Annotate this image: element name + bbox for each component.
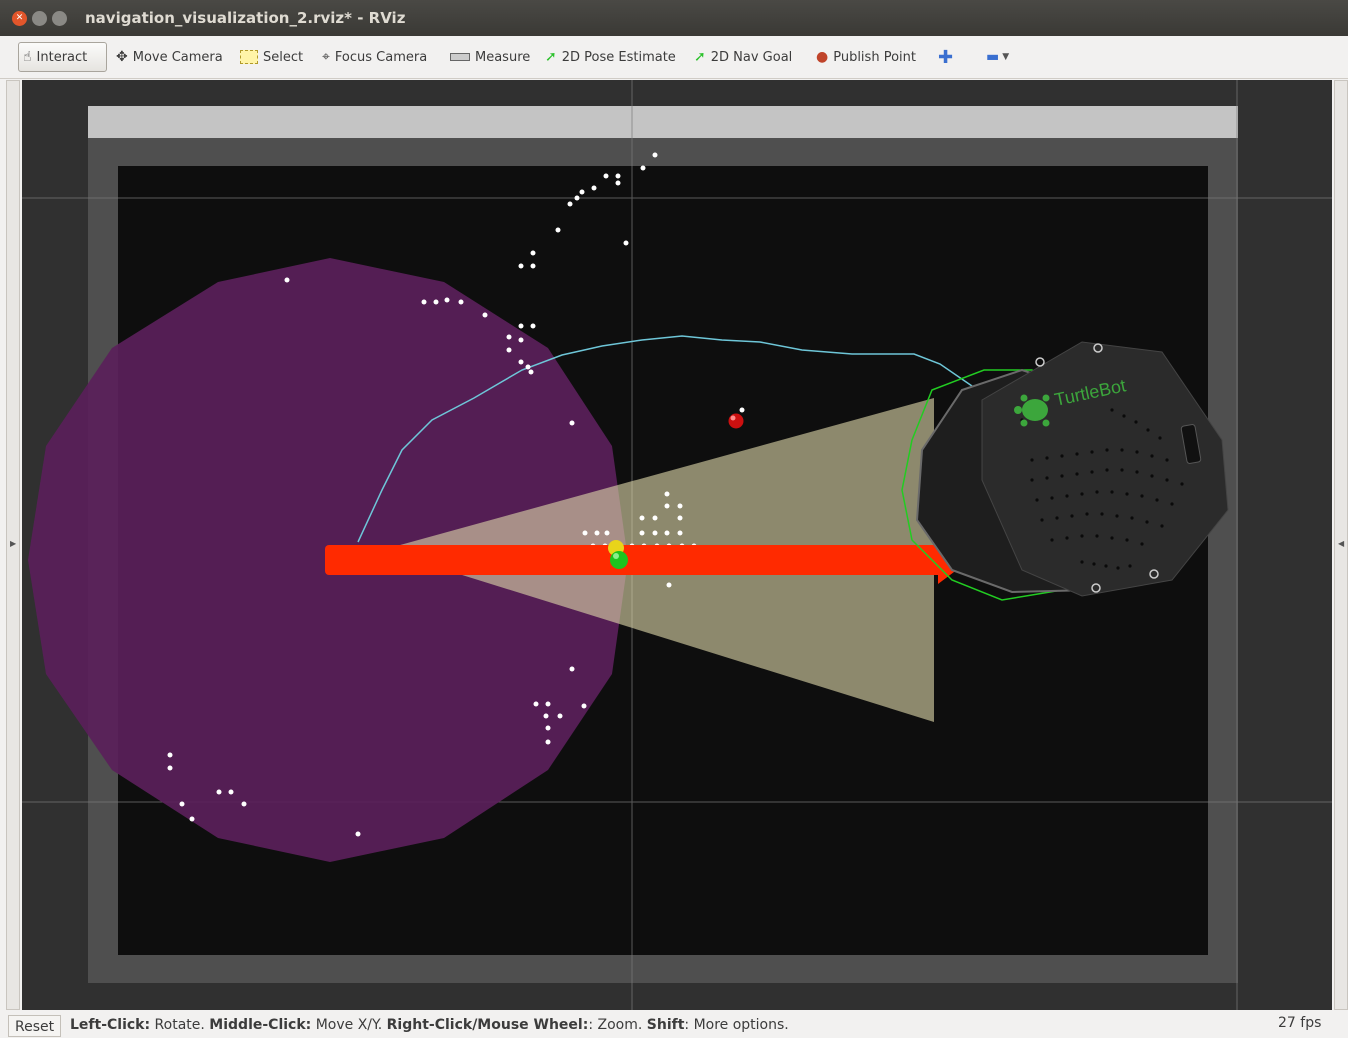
hint-key: Shift [646,1017,685,1033]
right-panel-toggle[interactable]: ◀ [1334,80,1348,1010]
tool-label: Publish Point [833,49,916,65]
window-title: navigation_visualization_2.rviz* - RViz [85,9,406,27]
minimize-window-button[interactable] [32,11,47,26]
left-panel-toggle[interactable]: ▶ [6,80,20,1010]
tool-2d-pose-estimate[interactable]: ➚ 2D Pose Estimate [541,42,680,72]
tool-label: Measure [475,49,531,65]
green-marker [610,551,628,569]
close-window-button[interactable]: ✕ [12,11,27,26]
hint-desc: : More options. [684,1017,789,1033]
hint-desc: Move X/Y. [315,1017,383,1033]
fps-counter: 27 fps [1278,1015,1322,1031]
render-viewport[interactable]: TurtleBot [22,80,1332,1010]
tool-label: 2D Nav Goal [710,49,793,65]
window-titlebar: ✕ navigation_visualization_2.rviz* - RVi… [0,0,1348,36]
turtle-logo-icon [1014,394,1050,427]
status-hint: Left-Click: Rotate. Middle-Click: Move X… [70,1017,789,1033]
hint-desc: Rotate. [154,1017,205,1033]
maximize-window-button[interactable] [52,11,67,26]
tool-label: Select [263,49,304,65]
green-arrow-icon: ➚ [694,49,706,65]
hint-key: Left-Click: [70,1017,151,1033]
tool-label: Focus Camera [334,49,428,65]
ruler-icon [450,53,470,61]
tool-move-camera[interactable]: ✥ Move Camera [112,42,227,72]
remove-tool-button[interactable]: ▬ ▼ [982,42,1013,72]
map-top-strip [88,106,1238,138]
tool-2d-nav-goal[interactable]: ➚ 2D Nav Goal [690,42,796,72]
hint-key: Right-Click/Mouse Wheel: [386,1017,589,1033]
plus-icon: ✚ [938,46,954,68]
tool-measure[interactable]: Measure [446,42,534,72]
map-pin-icon: ● [816,49,829,65]
focus-camera-icon: ⌖ [322,49,330,65]
hint-desc: : Zoom. [588,1017,643,1033]
move-camera-icon: ✥ [116,49,128,65]
minus-icon: ▬ [986,49,1000,65]
tool-select[interactable]: Select [236,42,307,72]
tool-label: Move Camera [132,49,223,65]
planned-path [357,335,973,543]
robot-vent-holes [1020,408,1184,570]
tool-label: Interact [36,49,88,65]
tools-toolbar: ☝ Interact ✥ Move Camera Select ⌖ Focus … [0,36,1348,79]
goal-point-marker [728,413,744,429]
hand-pointer-icon: ☝ [23,49,32,65]
tool-focus-camera[interactable]: ⌖ Focus Camera [318,42,431,72]
tool-publish-point[interactable]: ● Publish Point [812,42,920,72]
3d-scene[interactable]: TurtleBot [22,80,1332,1010]
turtlebot-robot: TurtleBot [915,341,1229,597]
hint-key: Middle-Click: [209,1017,312,1033]
select-box-icon [240,50,258,64]
status-bar: Reset Left-Click: Rotate. Middle-Click: … [0,1013,1348,1038]
expand-right-icon: ◀ [1338,539,1345,548]
tool-label: 2D Pose Estimate [561,49,676,65]
add-tool-button[interactable]: ✚ [934,42,957,72]
expand-left-icon: ▶ [10,539,17,548]
chevron-down-icon: ▼ [1002,52,1010,62]
reset-button[interactable]: Reset [8,1015,62,1037]
green-arrow-icon: ➚ [545,49,557,65]
tool-interact[interactable]: ☝ Interact [18,42,107,72]
